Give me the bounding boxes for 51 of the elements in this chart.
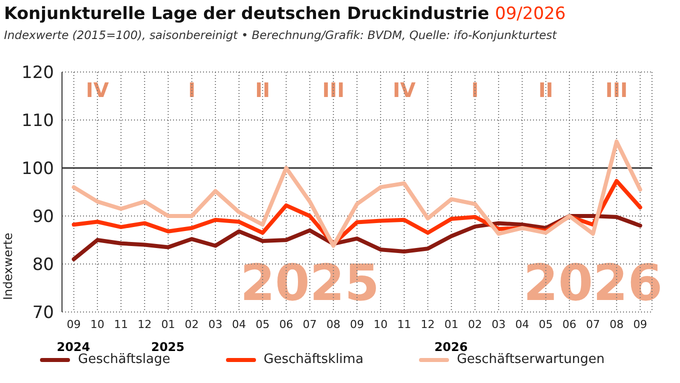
line-series <box>72 214 642 262</box>
chart-subtitle: Indexwerte (2015=100), saisonbereinigt • Berechnung/Grafik: BVDM, Quelle: ifo-Konjunkturtest <box>4 28 557 42</box>
x-tick-label: 06 <box>279 318 294 331</box>
x-tick-label: 06 <box>562 318 576 331</box>
x-tick-label: 12 <box>420 318 435 331</box>
text: 2026 <box>434 340 468 354</box>
x-tick-label: 10 <box>374 318 388 331</box>
y-tick-label: 120 <box>22 63 54 84</box>
chart-title: Konjunkturelle Lage der deutschen Druckindustrie 09/2026 <box>4 4 566 24</box>
x-tick-label: 04 <box>232 318 246 331</box>
y-tick-label: 70 <box>32 303 54 324</box>
annotation: II <box>537 78 554 102</box>
x-tick-label: 05 <box>538 318 553 331</box>
line-series <box>72 140 642 248</box>
legend-label: Geschäftsklima <box>262 352 364 367</box>
text: 2024 <box>56 340 90 354</box>
annotation: I <box>187 78 197 102</box>
x-tick-label: 04 <box>515 318 530 331</box>
y-tick-label: 90 <box>32 207 54 228</box>
annotation: III <box>604 78 629 102</box>
x-tick-label: 08 <box>610 318 624 331</box>
legend-label: Geschäftslage <box>77 352 170 367</box>
legend-label: Geschäftserwartungen <box>456 352 605 367</box>
annotation: IV <box>392 78 417 102</box>
x-tick-label: 07 <box>302 318 317 331</box>
text: 2025 <box>151 340 185 354</box>
x-tick-label: 02 <box>468 318 482 331</box>
y-tick-label: 80 <box>32 255 54 276</box>
x-tick-label: 05 <box>256 318 270 331</box>
x-tick-label: 11 <box>397 318 412 331</box>
x-tick-label: 11 <box>114 318 128 331</box>
annotation: III <box>321 78 346 102</box>
x-tick-label: 02 <box>184 318 199 331</box>
y-axis-title: Indexwerte <box>1 232 15 300</box>
x-tick-label: 03 <box>208 318 222 331</box>
y-tick-label: 110 <box>22 111 54 132</box>
x-tick-label: 12 <box>138 318 152 331</box>
annotation: II <box>254 78 272 102</box>
x-tick-label: 09 <box>66 318 81 331</box>
y-tick-label: 100 <box>22 159 54 180</box>
x-tick-label: 03 <box>492 318 506 331</box>
x-tick-label: 10 <box>90 318 104 331</box>
annotation: 2025 <box>239 254 380 312</box>
x-tick-label: 09 <box>633 318 648 331</box>
annotation: 2026 <box>522 254 664 312</box>
x-tick-label: 01 <box>161 318 176 331</box>
x-tick-label: 01 <box>444 318 458 331</box>
x-tick-label: 08 <box>326 318 340 331</box>
annotation: IV <box>84 78 110 102</box>
x-tick-label: 07 <box>586 318 600 331</box>
x-tick-label: 09 <box>350 318 364 331</box>
